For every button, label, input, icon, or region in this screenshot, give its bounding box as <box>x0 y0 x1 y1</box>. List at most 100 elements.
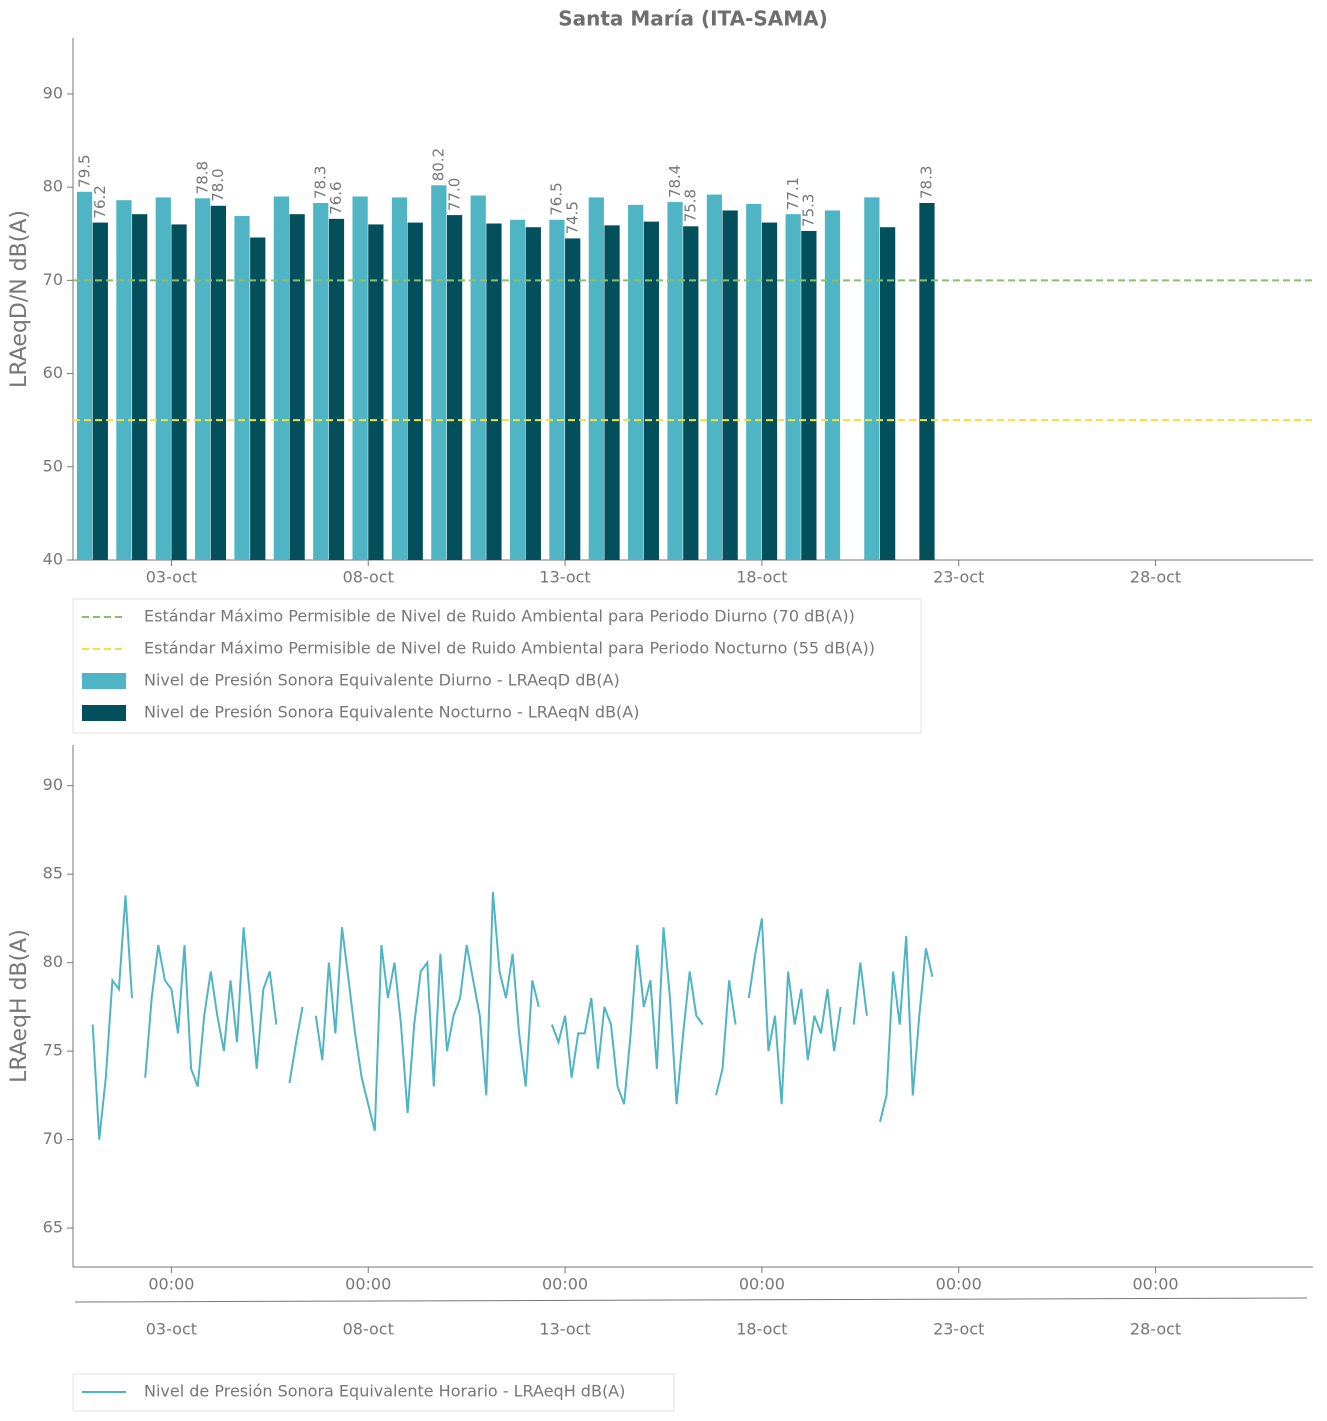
bar <box>565 238 581 561</box>
x-axis-secondary <box>74 1297 1308 1303</box>
bar <box>509 219 526 560</box>
value-label: 78.3 <box>312 166 330 199</box>
bar <box>171 224 187 560</box>
x-tick-label: 08-oct <box>343 568 394 587</box>
legend-box <box>72 1373 675 1412</box>
bar <box>667 202 683 561</box>
x-tick-label: 18-oct <box>736 568 787 587</box>
bar <box>407 222 423 561</box>
bar <box>273 196 290 560</box>
bar <box>785 214 801 561</box>
bar <box>879 227 896 560</box>
x-tick-label: 08-oct <box>343 1320 394 1339</box>
value-label: 78.0 <box>209 168 227 201</box>
bar <box>155 197 171 560</box>
y-tick-label: 50 <box>43 456 63 475</box>
y-tick-label: 90 <box>43 83 63 102</box>
bar <box>250 237 266 560</box>
bar <box>431 185 447 560</box>
x-tick-label: 28-oct <box>1130 1320 1181 1339</box>
x-tick-label: 18-oct <box>736 1320 787 1339</box>
y-tick-label: 70 <box>43 1129 63 1148</box>
bar <box>210 205 227 561</box>
value-label: 78.8 <box>193 161 211 194</box>
value-label: 80.2 <box>430 148 448 181</box>
bar <box>368 224 384 560</box>
y-axis-label: LRAeqD/N dB(A) <box>7 210 32 388</box>
bar <box>132 214 148 561</box>
x-tick-label: 03-oct <box>146 568 197 587</box>
legend-swatch <box>82 673 126 689</box>
legend-label: Nivel de Presión Sonora Equivalente Diur… <box>144 671 620 690</box>
bar <box>195 198 211 561</box>
bar <box>588 197 604 560</box>
x-tick-label: 23-oct <box>933 568 984 587</box>
bar <box>919 202 935 560</box>
bar <box>761 222 778 561</box>
y-tick-label: 60 <box>43 363 63 382</box>
y-tick-label: 75 <box>43 1041 63 1060</box>
x-tick-label: 23-oct <box>933 1320 984 1339</box>
y-tick-label: 90 <box>43 775 63 794</box>
value-label: 76.5 <box>548 182 566 215</box>
bar <box>746 203 762 560</box>
y-tick-label: 40 <box>43 550 63 569</box>
x-tick-label: 28-oct <box>1130 568 1181 587</box>
bar <box>446 215 463 560</box>
x-tick-label: 00:00 <box>542 1275 588 1294</box>
value-label: 77.1 <box>784 177 802 210</box>
bar <box>628 204 644 560</box>
x-tick-label: 00:00 <box>739 1275 785 1294</box>
value-label: 77.0 <box>445 178 463 211</box>
bar <box>116 200 132 560</box>
x-tick-label: 00:00 <box>1132 1275 1178 1294</box>
bar <box>864 197 880 560</box>
legend-label: Estándar Máximo Permisible de Nivel de R… <box>144 639 875 658</box>
x-tick-label: 00:00 <box>345 1275 391 1294</box>
bar <box>824 210 841 561</box>
x-tick-label: 00:00 <box>148 1275 194 1294</box>
x-tick-label: 13-oct <box>539 568 590 587</box>
legend-swatch <box>82 705 126 721</box>
y-tick-label: 70 <box>43 270 63 289</box>
bar <box>313 202 329 560</box>
y-tick-label: 80 <box>43 177 63 196</box>
bar <box>549 219 565 560</box>
value-label: 76.6 <box>327 181 345 214</box>
value-label: 76.2 <box>91 185 109 218</box>
bar <box>289 214 305 561</box>
y-tick-label: 85 <box>43 864 63 883</box>
legend-box <box>72 598 922 734</box>
bar <box>486 223 502 560</box>
y-tick-label: 80 <box>43 952 63 971</box>
x-tick-label: 03-oct <box>146 1320 197 1339</box>
bar <box>92 222 108 561</box>
x-tick-label: 13-oct <box>539 1320 590 1339</box>
bar <box>391 197 408 560</box>
value-label: 75.8 <box>682 189 700 222</box>
x-tick-label: 00:00 <box>936 1275 982 1294</box>
value-label: 75.3 <box>800 194 818 227</box>
legend-label: Estándar Máximo Permisible de Nivel de R… <box>144 607 855 626</box>
y-tick-label: 65 <box>43 1218 63 1237</box>
bar <box>683 226 699 561</box>
legend-label: Nivel de Presión Sonora Equivalente Noct… <box>144 703 639 722</box>
legend-label: Nivel de Presión Sonora Equivalente Hora… <box>144 1382 625 1401</box>
bar <box>722 210 738 561</box>
bar <box>643 221 660 560</box>
chart-title: Santa María (ITA-SAMA) <box>558 7 828 31</box>
bar <box>470 195 486 560</box>
bar <box>76 191 93 560</box>
bar <box>604 225 620 560</box>
bar <box>328 218 345 561</box>
value-label: 79.5 <box>75 154 93 187</box>
bar <box>801 230 817 561</box>
value-label: 74.5 <box>563 201 581 234</box>
value-label: 78.4 <box>666 165 684 198</box>
bar <box>234 216 250 560</box>
line <box>91 891 934 1140</box>
bar <box>706 194 723 560</box>
bar <box>352 196 368 560</box>
value-label: 78.3 <box>918 166 936 199</box>
